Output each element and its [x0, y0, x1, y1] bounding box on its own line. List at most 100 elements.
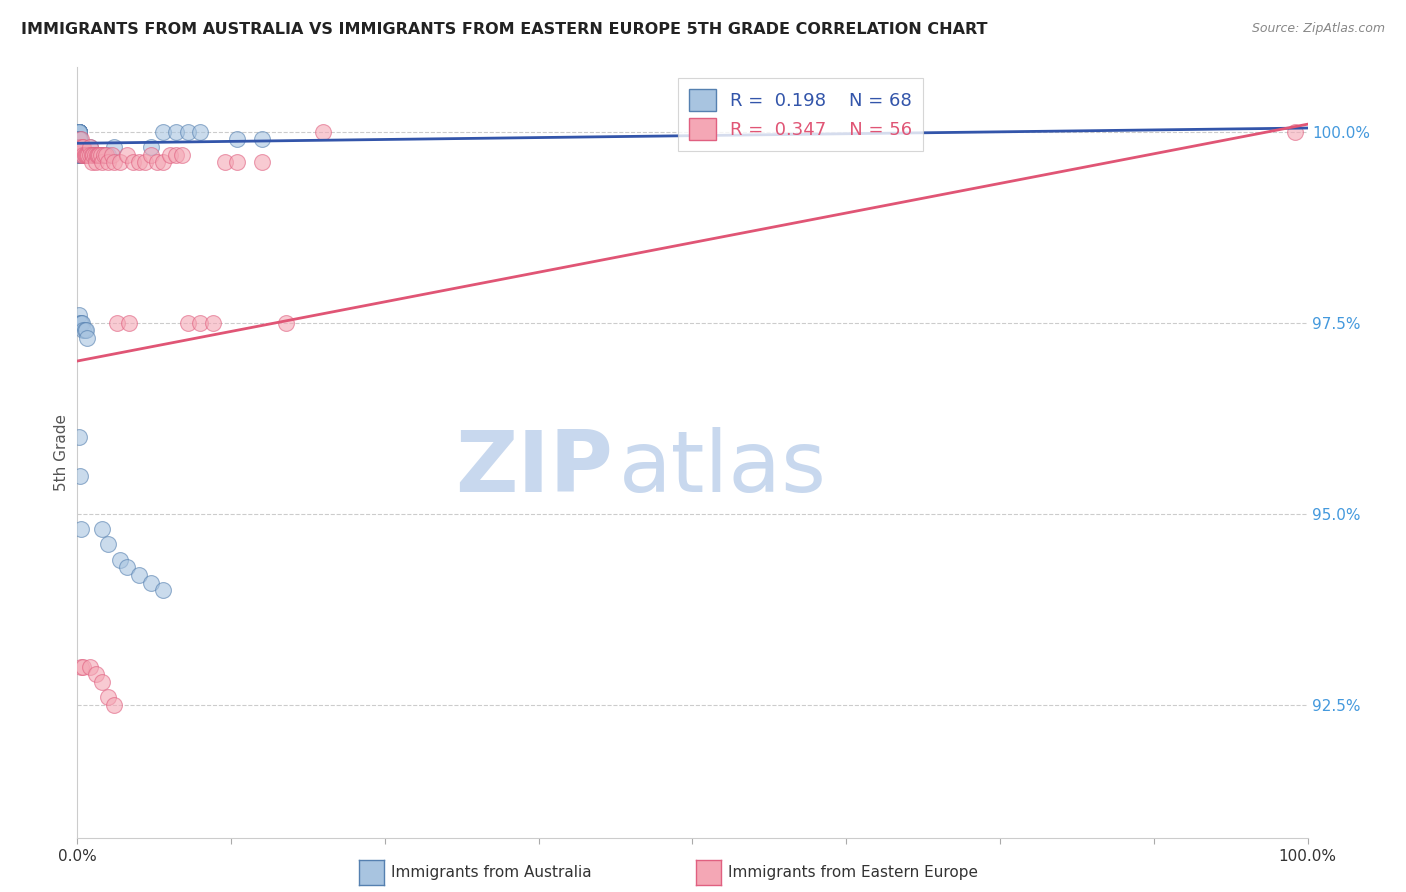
Point	[70, 147, 93, 161]
Point	[67, 125, 90, 139]
Point	[93, 147, 115, 161]
Point	[128, 568, 150, 582]
Legend: R =  0.198    N = 68, R =  0.347    N = 56: R = 0.198 N = 68, R = 0.347 N = 56	[678, 78, 924, 151]
Point	[101, 147, 124, 161]
Point	[72, 659, 94, 673]
Point	[152, 155, 174, 169]
Point	[90, 147, 114, 161]
Point	[69, 140, 91, 154]
Point	[75, 323, 97, 337]
Point	[84, 155, 107, 169]
Point	[67, 125, 90, 139]
Point	[70, 140, 93, 154]
Point	[97, 690, 120, 705]
Point	[152, 583, 174, 598]
Point	[97, 537, 120, 551]
Point	[70, 140, 93, 154]
Point	[1284, 125, 1306, 139]
Point	[69, 140, 91, 154]
Point	[69, 316, 91, 330]
Point	[76, 147, 98, 161]
Point	[67, 125, 90, 139]
Point	[312, 125, 335, 139]
Point	[76, 331, 98, 345]
Point	[70, 522, 93, 536]
Point	[94, 147, 117, 161]
Y-axis label: 5th Grade: 5th Grade	[53, 414, 69, 491]
Point	[70, 147, 93, 161]
Point	[165, 125, 187, 139]
Point	[90, 155, 114, 169]
Point	[170, 147, 193, 161]
Point	[69, 140, 91, 154]
Point	[89, 147, 111, 161]
Point	[82, 147, 104, 161]
Point	[159, 147, 181, 161]
Point	[70, 316, 93, 330]
Point	[67, 140, 90, 154]
Point	[97, 155, 120, 169]
Point	[67, 125, 90, 139]
Point	[177, 316, 200, 330]
Point	[82, 147, 104, 161]
Point	[73, 147, 96, 161]
Point	[75, 147, 97, 161]
Point	[226, 132, 249, 146]
Point	[250, 132, 273, 146]
Point	[72, 147, 94, 161]
Point	[67, 140, 90, 154]
Point	[70, 659, 93, 673]
Point	[188, 316, 212, 330]
Point	[69, 468, 91, 483]
Point	[75, 147, 97, 161]
Point	[84, 147, 107, 161]
Point	[70, 147, 93, 161]
Text: atlas: atlas	[619, 426, 827, 509]
Point	[67, 132, 90, 146]
Point	[165, 147, 187, 161]
Point	[214, 155, 236, 169]
Point	[72, 147, 94, 161]
Point	[250, 155, 273, 169]
Point	[103, 155, 125, 169]
Point	[82, 155, 104, 169]
Point	[87, 147, 110, 161]
Point	[79, 659, 101, 673]
Point	[72, 147, 94, 161]
Text: Immigrants from Australia: Immigrants from Australia	[391, 865, 592, 880]
Point	[105, 316, 128, 330]
Point	[82, 147, 104, 161]
Point	[72, 323, 94, 337]
Point	[70, 140, 93, 154]
Point	[67, 430, 90, 444]
Point	[84, 667, 107, 681]
Point	[67, 125, 90, 139]
Point	[188, 125, 212, 139]
Point	[141, 140, 163, 154]
Point	[103, 698, 125, 712]
Point	[69, 147, 91, 161]
Point	[82, 147, 104, 161]
Text: Source: ZipAtlas.com: Source: ZipAtlas.com	[1251, 22, 1385, 36]
Point	[67, 125, 90, 139]
Point	[152, 125, 174, 139]
Point	[115, 560, 138, 574]
Point	[128, 155, 150, 169]
Point	[90, 522, 114, 536]
Point	[118, 316, 141, 330]
Point	[67, 147, 90, 161]
Point	[73, 323, 96, 337]
Point	[70, 132, 93, 146]
Point	[146, 155, 169, 169]
Point	[177, 125, 200, 139]
Point	[67, 125, 90, 139]
Point	[103, 140, 125, 154]
Point	[201, 316, 224, 330]
Point	[90, 147, 112, 161]
Point	[67, 140, 90, 154]
Point	[79, 140, 101, 154]
Point	[276, 316, 298, 330]
Point	[83, 147, 105, 161]
Point	[67, 125, 90, 139]
Point	[72, 140, 94, 154]
